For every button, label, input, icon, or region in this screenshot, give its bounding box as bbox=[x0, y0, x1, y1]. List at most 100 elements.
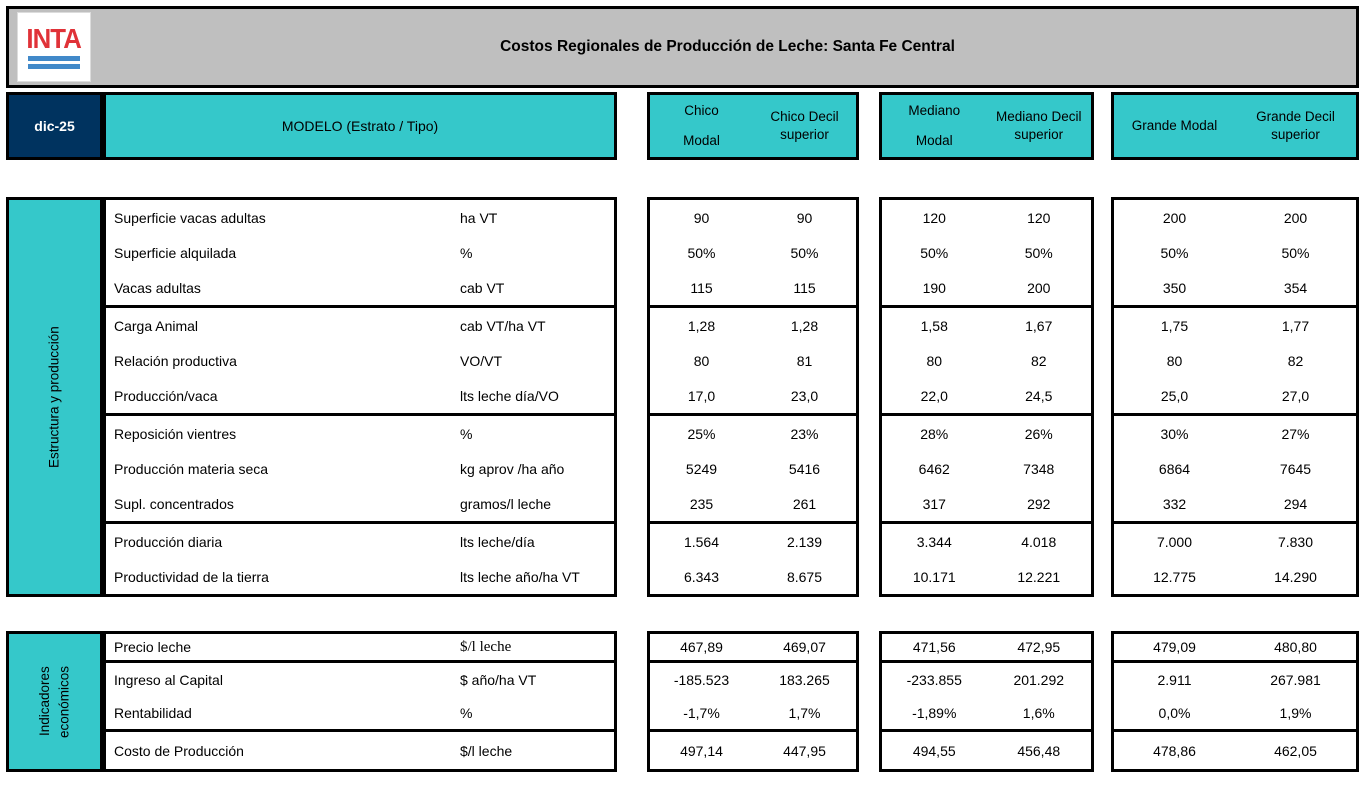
column-header-chico-decil-superior: Chico Decil superior bbox=[770, 108, 839, 142]
values-box-chico: 467,89 469,07 -185.523 183.265 -1,7% 1,7% 497,… bbox=[647, 631, 859, 772]
table-row: -1,89% 1,6% bbox=[882, 696, 1091, 729]
value-cell: 471,56 bbox=[912, 639, 956, 655]
row-label: Producción/vaca bbox=[114, 387, 218, 404]
value-block: 1,28 1,28 80 81 17,0 23,0 bbox=[650, 308, 856, 416]
table-row: 6462 7348 bbox=[882, 451, 1091, 486]
table-row: 22,0 24,5 bbox=[882, 378, 1091, 413]
table-row: 17,0 23,0 bbox=[650, 378, 856, 413]
label-block: Carga Animal cab VT/ha VT Relación product… bbox=[106, 308, 614, 416]
row-label: Ingreso al Capital bbox=[114, 671, 223, 688]
values-box-chico: 90 90 50% 50% 115 115 1,28 1,28 80 81 17,0 23,0 25% 2… bbox=[647, 197, 859, 597]
value-cell: 27,0 bbox=[1281, 387, 1310, 404]
value-block: 28% 26% 6462 7348 317 292 bbox=[882, 416, 1091, 524]
row-label: Superficie alquilada bbox=[114, 244, 237, 261]
value-cell: 50% bbox=[687, 244, 716, 261]
value-block: 494,55 456,48 bbox=[882, 732, 1091, 769]
table-row: Superficie vacas adultas ha VT bbox=[106, 200, 614, 235]
value-cell: 1,58 bbox=[920, 317, 948, 334]
column-group-mediano: Mediano Modal Mediano Decil superior bbox=[879, 92, 1094, 160]
value-cell: 267.981 bbox=[1270, 671, 1321, 688]
table-row: 1.564 2.139 bbox=[650, 524, 856, 559]
value-cell: 26% bbox=[1024, 425, 1053, 442]
table-row: 30% 27% bbox=[1114, 416, 1356, 451]
row-unit: % bbox=[460, 244, 473, 261]
value-cell: 469,07 bbox=[783, 639, 826, 655]
value-cell: -233.855 bbox=[906, 671, 962, 688]
table-row: 10.171 12.221 bbox=[882, 559, 1091, 594]
row-unit: VO/VT bbox=[460, 352, 503, 369]
value-cell: 479,09 bbox=[1153, 639, 1196, 655]
value-cell: 497,14 bbox=[680, 742, 723, 759]
value-cell: 1,77 bbox=[1281, 317, 1310, 334]
column-header-mediano-modal: Mediano Modal bbox=[908, 103, 961, 148]
row-unit: lts leche año/ha VT bbox=[460, 568, 580, 585]
table-row: Carga Animal cab VT/ha VT bbox=[106, 308, 614, 343]
section-side-label-estructura: Estructura y producción bbox=[6, 197, 103, 597]
value-cell: 1,6% bbox=[1022, 704, 1055, 721]
value-block: 478,86 462,05 bbox=[1114, 732, 1356, 769]
inta-logo: INTA bbox=[9, 9, 99, 85]
value-cell: 28% bbox=[920, 425, 949, 442]
values-box-mediano: 120 120 50% 50% 190 200 1,58 1,67 80 82 22,0 24,5 28… bbox=[879, 197, 1094, 597]
table-row: Producción/vaca lts leche día/VO bbox=[106, 378, 614, 413]
value-block: 1,58 1,67 80 82 22,0 24,5 bbox=[882, 308, 1091, 416]
table-row: 25% 23% bbox=[650, 416, 856, 451]
value-cell: 90 bbox=[796, 209, 813, 226]
value-cell: -1,7% bbox=[683, 704, 720, 721]
value-block: -233.855 201.292 -1,89% 1,6% bbox=[882, 663, 1091, 732]
table-row: 190 200 bbox=[882, 270, 1091, 305]
inta-logo-box: INTA bbox=[17, 12, 91, 82]
table-row: 25,0 27,0 bbox=[1114, 378, 1356, 413]
value-cell: 480,80 bbox=[1274, 639, 1317, 655]
table-row: 2.911 267.981 bbox=[1114, 663, 1356, 696]
table-row: 50% 50% bbox=[1114, 235, 1356, 270]
column-header-grande-decil-superior: Grande Decil superior bbox=[1256, 108, 1335, 142]
value-cell: 115 bbox=[793, 279, 816, 296]
row-unit: gramos/l leche bbox=[460, 495, 552, 512]
value-cell: 1.564 bbox=[683, 533, 720, 550]
value-cell: 456,48 bbox=[1017, 742, 1061, 759]
value-cell: 6.343 bbox=[683, 568, 720, 585]
value-cell: 80 bbox=[926, 352, 943, 369]
value-cell: 3.344 bbox=[916, 533, 952, 550]
value-cell: 80 bbox=[1166, 352, 1183, 369]
value-cell: 294 bbox=[1283, 495, 1308, 512]
table-row: Rentabilidad% bbox=[106, 696, 614, 729]
row-label: Reposición vientres bbox=[114, 425, 237, 442]
value-cell: 467,89 bbox=[680, 639, 723, 655]
row-label: Precio leche bbox=[114, 639, 192, 655]
value-cell: 50% bbox=[1160, 244, 1189, 261]
value-cell: 23,0 bbox=[790, 387, 819, 404]
value-block: 3.344 4.018 10.171 12.221 bbox=[882, 524, 1091, 594]
table-row: 90 90 bbox=[650, 200, 856, 235]
table-row: -233.855 201.292 bbox=[882, 663, 1091, 696]
value-cell: 1,75 bbox=[1160, 317, 1189, 334]
section-indicadores-economicos: Indicadores económicos Precio leche $/l l… bbox=[0, 631, 1361, 772]
table-row: 5249 5416 bbox=[650, 451, 856, 486]
table-row: 115 115 bbox=[650, 270, 856, 305]
value-cell: 6864 bbox=[1158, 460, 1191, 477]
table-row: 120 120 bbox=[882, 200, 1091, 235]
row-unit: $/l leche bbox=[460, 742, 513, 759]
value-block: 200 200 50% 50% 350 354 bbox=[1114, 200, 1356, 308]
table-row: 1,75 1,77 bbox=[1114, 308, 1356, 343]
value-cell: 50% bbox=[920, 244, 949, 261]
value-cell: 494,55 bbox=[912, 742, 956, 759]
value-cell: 82 bbox=[1287, 352, 1304, 369]
value-cell: 261 bbox=[792, 495, 817, 512]
column-header-grande-modal: Grande Modal bbox=[1131, 117, 1218, 133]
value-block: 7.000 7.830 12.775 14.290 bbox=[1114, 524, 1356, 594]
period-badge: dic-25 bbox=[6, 92, 103, 160]
value-cell: 12.775 bbox=[1153, 568, 1196, 585]
value-block: 90 90 50% 50% 115 115 bbox=[650, 200, 856, 308]
value-cell: 478,86 bbox=[1153, 742, 1196, 759]
title-bar: Costos Regionales de Producción de Leche… bbox=[99, 9, 1356, 85]
values-box-grande: 479,09 480,80 2.911 267.981 0,0% 1,9% 478,86 46… bbox=[1111, 631, 1359, 772]
table-row: Producción materia seca kg aprov /ha año bbox=[106, 451, 614, 486]
table-row: 332 294 bbox=[1114, 486, 1356, 521]
value-cell: 5249 bbox=[685, 460, 718, 477]
value-cell: -185.523 bbox=[673, 671, 730, 688]
row-unit: lts leche/día bbox=[460, 533, 535, 550]
labels-box: Superficie vacas adultas ha VT Superficie … bbox=[103, 197, 617, 597]
